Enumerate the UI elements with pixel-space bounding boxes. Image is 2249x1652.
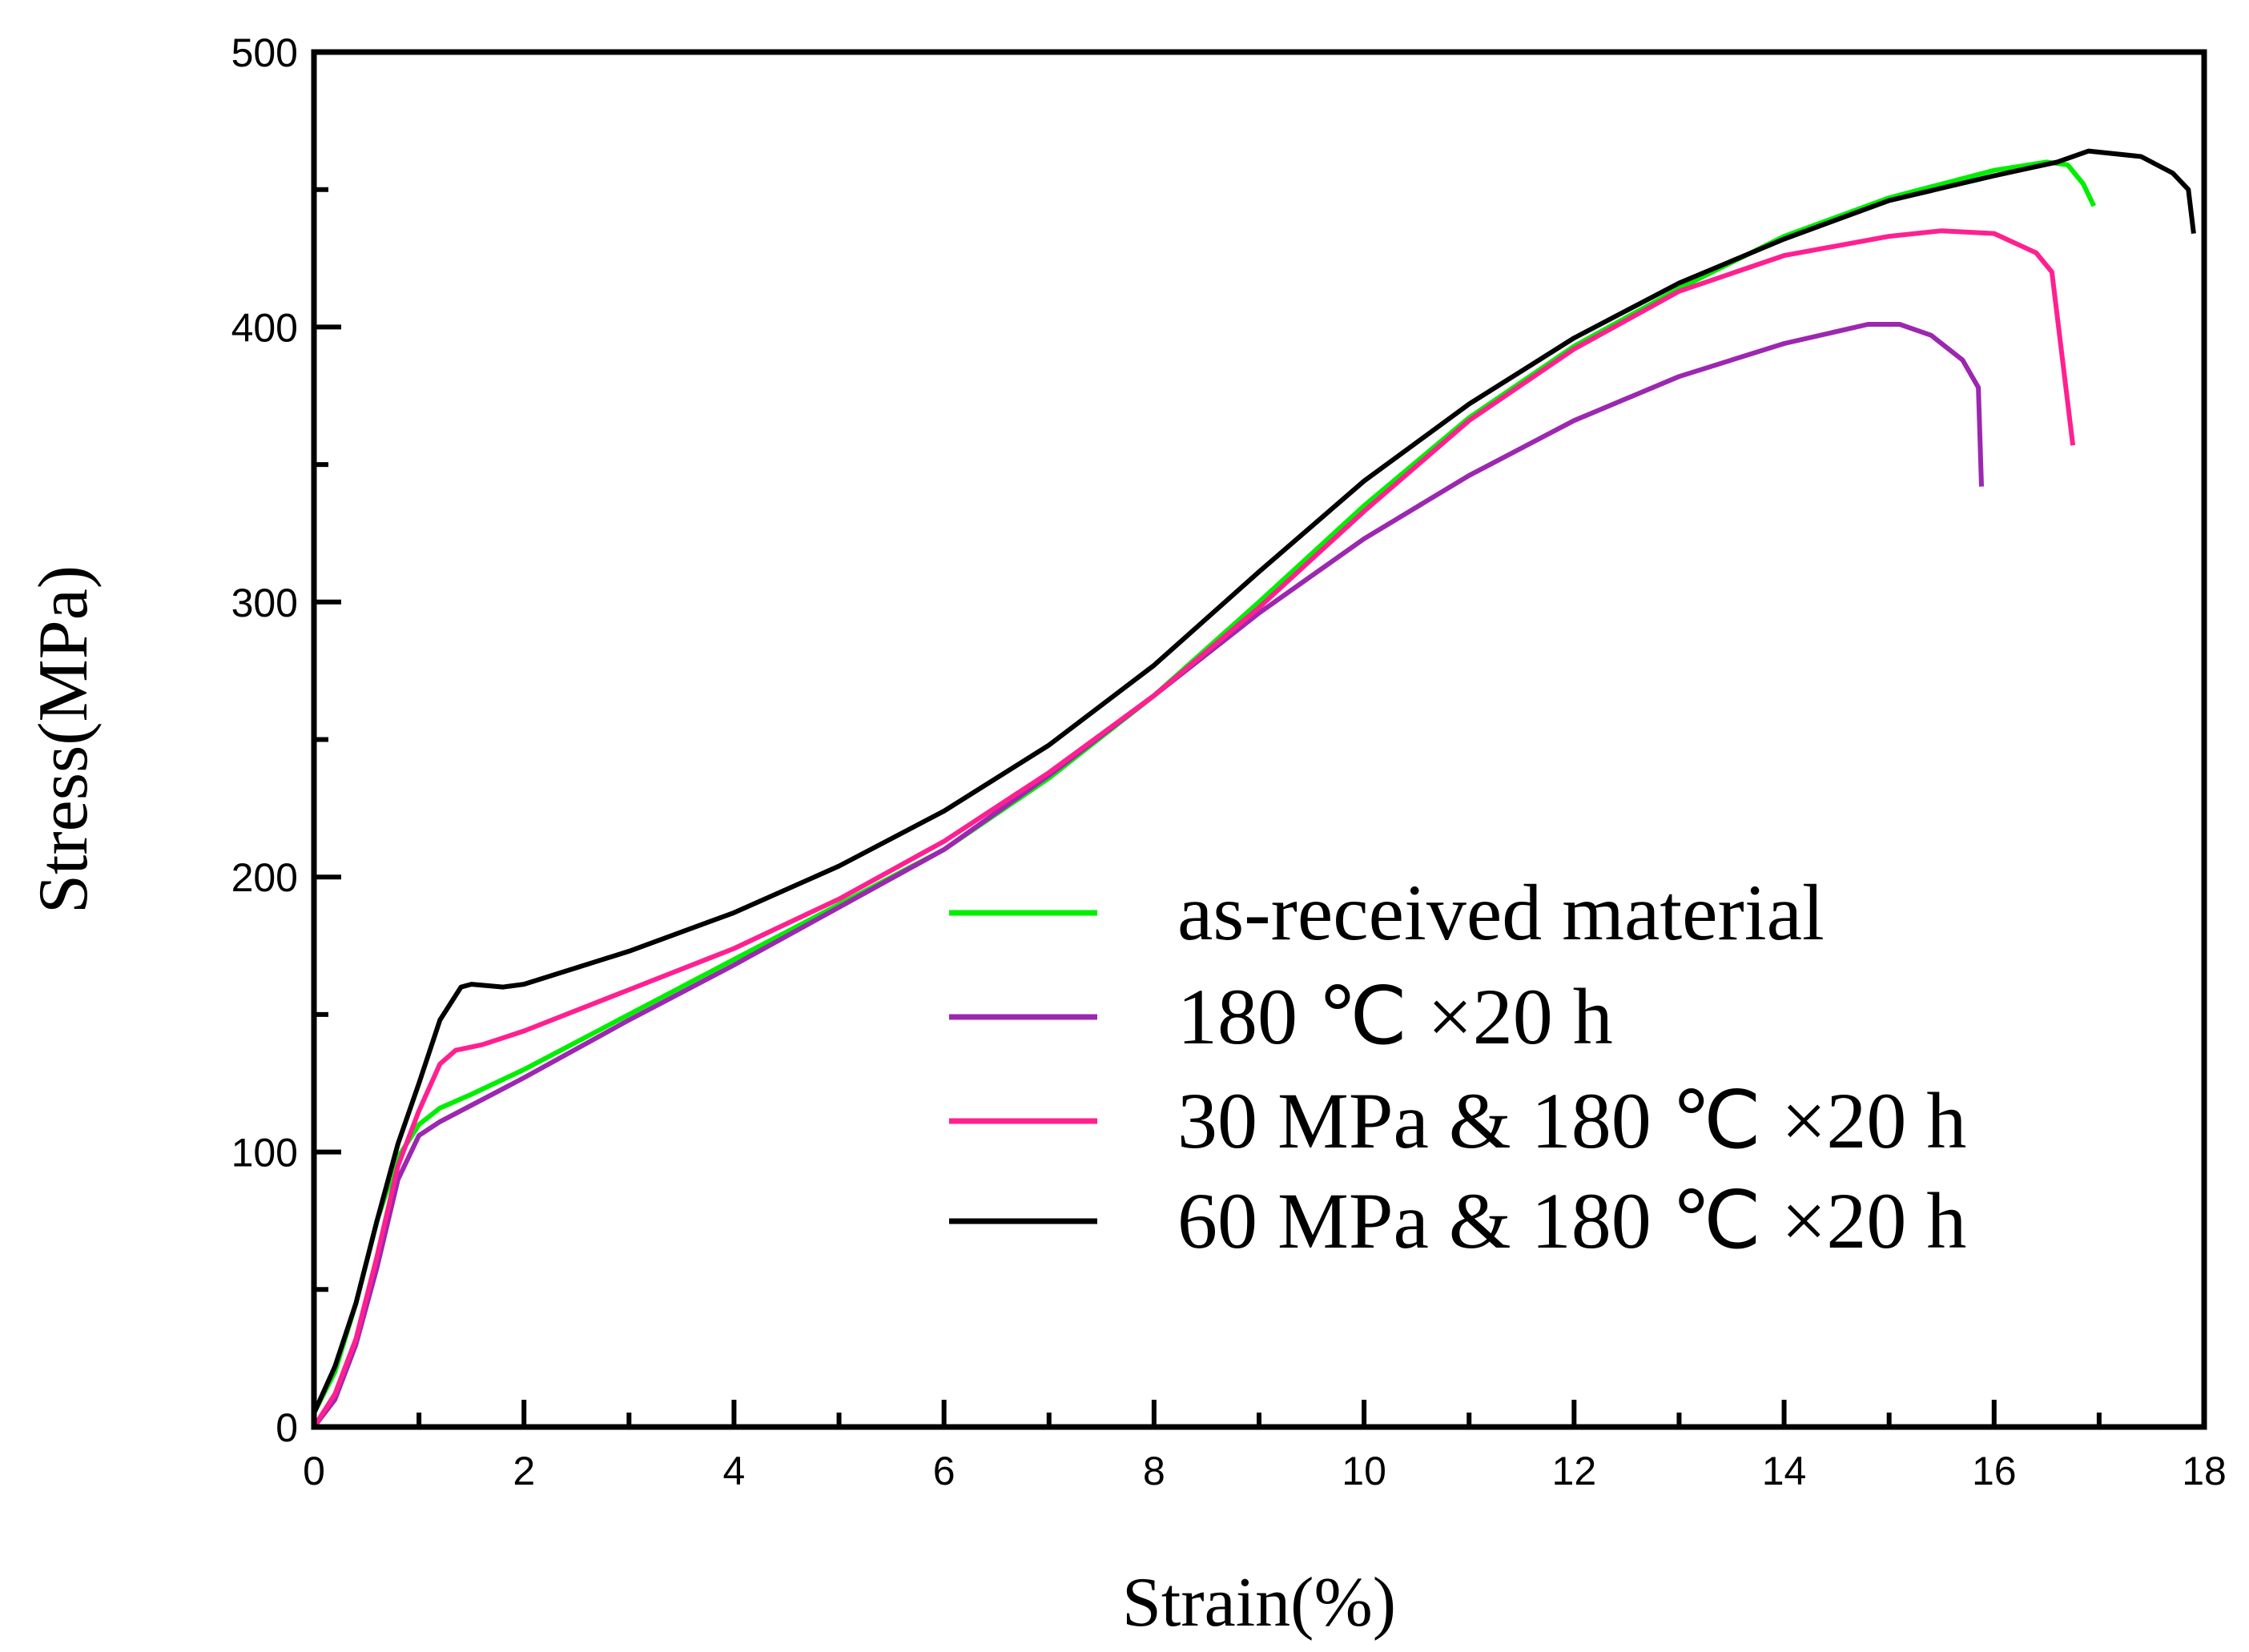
x-tick-label: 0	[303, 1449, 325, 1493]
y-tick-label: 0	[276, 1405, 298, 1450]
legend-label: 60 MPa & 180 ℃ ×20 h	[1177, 1176, 1966, 1265]
x-tick-label: 16	[1972, 1449, 2017, 1493]
x-tick-label: 8	[1143, 1449, 1165, 1493]
data-series	[312, 148, 2196, 1429]
x-tick-label: 2	[513, 1449, 535, 1493]
plot-frame	[311, 49, 2207, 1430]
series-line-3	[312, 228, 2076, 1429]
x-tick-label: 10	[1342, 1449, 1386, 1493]
y-tick-label: 200	[231, 855, 298, 900]
x-tick-label: 12	[1552, 1449, 1597, 1493]
y-tick-label: 400	[231, 305, 298, 350]
x-axis-title: Strain(%)	[1122, 1564, 1396, 1642]
x-tick-label: 18	[2182, 1449, 2227, 1493]
x-tick-label: 4	[723, 1449, 746, 1493]
legend: as-received material 180 ℃ ×20 h 30 MPa & …	[949, 868, 1966, 1265]
y-tick-label: 500	[231, 30, 298, 75]
x-tick-label: 6	[933, 1449, 956, 1493]
legend-label: 180 ℃ ×20 h	[1177, 972, 1613, 1061]
x-tick-label: 14	[1762, 1449, 1807, 1493]
axis-ticks: 0 2 4 6 8 10 12 14 16 18 0 100 200 300 400 500	[231, 30, 2227, 1493]
y-tick-label: 100	[231, 1131, 298, 1176]
legend-label: 30 MPa & 180 ℃ ×20 h	[1177, 1076, 1966, 1165]
y-axis-title: Stress(MPa)	[25, 565, 103, 914]
legend-label: as-received material	[1177, 868, 1825, 957]
y-tick-label: 300	[231, 581, 298, 625]
series-line-4	[312, 148, 2196, 1415]
